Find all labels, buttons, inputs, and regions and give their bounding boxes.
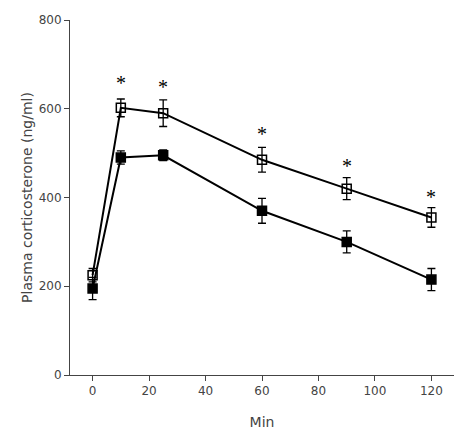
- svg-text:0: 0: [54, 368, 62, 382]
- svg-text:600: 600: [39, 102, 62, 116]
- svg-text:120: 120: [420, 384, 443, 398]
- svg-text:*: *: [158, 76, 168, 98]
- svg-text:*: *: [342, 155, 352, 177]
- svg-text:200: 200: [39, 279, 62, 293]
- svg-text:*: *: [426, 186, 436, 208]
- svg-text:*: *: [116, 72, 126, 94]
- svg-text:*: *: [257, 123, 267, 145]
- svg-text:100: 100: [363, 384, 386, 398]
- svg-text:Plasma corticosterone (ng/ml): Plasma corticosterone (ng/ml): [19, 92, 35, 303]
- svg-text:20: 20: [141, 384, 156, 398]
- svg-text:Min: Min: [250, 414, 275, 430]
- svg-text:40: 40: [198, 384, 213, 398]
- svg-text:80: 80: [311, 384, 326, 398]
- svg-text:60: 60: [254, 384, 269, 398]
- svg-text:800: 800: [39, 13, 62, 27]
- svg-text:0: 0: [89, 384, 97, 398]
- svg-text:400: 400: [39, 191, 62, 205]
